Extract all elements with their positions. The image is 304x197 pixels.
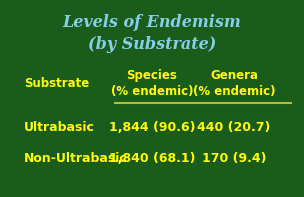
Text: Non-Ultrabasic: Non-Ultrabasic bbox=[24, 152, 128, 165]
Text: (% endemic): (% endemic) bbox=[111, 85, 193, 98]
Text: (by Substrate): (by Substrate) bbox=[88, 36, 216, 53]
Text: Genera: Genera bbox=[210, 69, 258, 82]
Text: 170 (9.4): 170 (9.4) bbox=[202, 152, 266, 165]
Text: Ultrabasic: Ultrabasic bbox=[24, 121, 95, 134]
Text: Levels of Endemism: Levels of Endemism bbox=[63, 14, 241, 31]
Text: 1,840 (68.1): 1,840 (68.1) bbox=[109, 152, 195, 165]
Text: 440 (20.7): 440 (20.7) bbox=[197, 121, 271, 134]
Text: (% endemic): (% endemic) bbox=[193, 85, 275, 98]
Text: Species: Species bbox=[126, 69, 178, 82]
Text: 1,844 (90.6): 1,844 (90.6) bbox=[109, 121, 195, 134]
Text: Substrate: Substrate bbox=[24, 77, 90, 90]
